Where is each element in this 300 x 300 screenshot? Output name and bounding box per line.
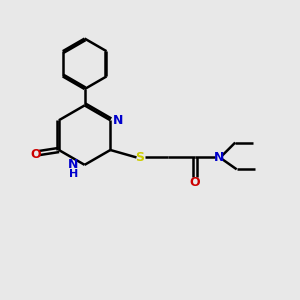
Text: O: O	[190, 176, 200, 189]
Text: O: O	[31, 148, 41, 161]
Text: N: N	[214, 151, 224, 164]
Text: N: N	[112, 114, 123, 127]
Text: S: S	[136, 151, 145, 164]
Text: H: H	[69, 169, 78, 179]
Text: N: N	[68, 158, 78, 171]
